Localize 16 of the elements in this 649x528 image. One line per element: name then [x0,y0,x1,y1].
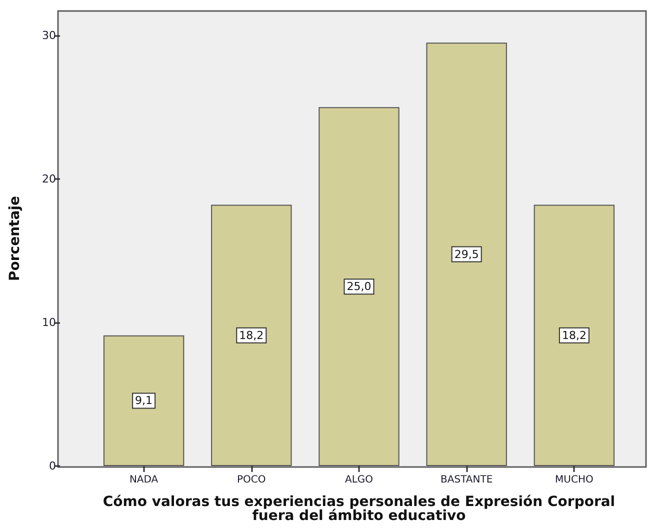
x-tick-label: POCO [237,474,266,486]
y-axis-title: Porcentaje [7,196,23,281]
data-label: 18,2 [562,328,586,342]
x-axis-title: Cómo valoras tus experiencias personales de Expresión Corporal fuera del ámbito educativo [102,494,616,524]
x-tick-label: BASTANTE [440,474,493,486]
data-label: 18,2 [239,328,264,342]
y-tick-label: 20 [42,172,56,186]
y-tick-label: 0 [49,460,56,472]
y-tick-label: 10 [42,316,56,329]
x-tick-label: NADA [129,474,158,486]
x-tick-label: ALGO [344,474,374,486]
x-tick-label: MUCHO [555,474,594,486]
data-label: 25,0 [346,280,372,294]
data-label: 29,5 [454,248,479,261]
data-label: 9,1 [135,394,153,408]
y-tick-label: 30 [42,28,56,42]
